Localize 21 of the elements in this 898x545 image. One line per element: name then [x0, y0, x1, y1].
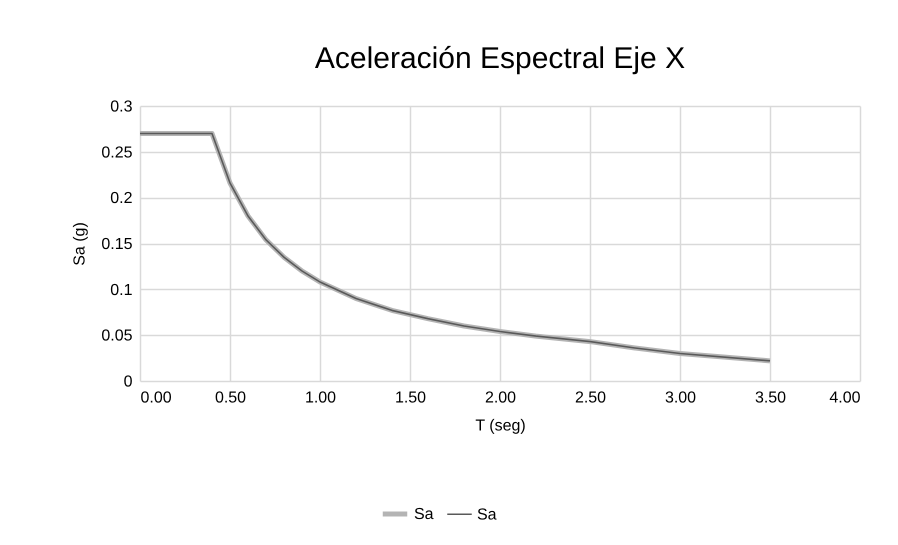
y-tick-label: 0.3 [110, 98, 133, 116]
x-tick-label: 4.00 [829, 390, 861, 406]
y-tick-label: 0.05 [101, 328, 133, 345]
x-tick-label: 0.00 [140, 390, 172, 406]
x-tick-label: 3.50 [754, 390, 786, 406]
y-tick-label: 0 [124, 374, 133, 390]
y-axis-title: Sa (g) [71, 222, 88, 266]
x-tick-label: 0.50 [214, 390, 246, 406]
x-tick-label: 1.00 [304, 390, 336, 406]
legend-label: Sa [414, 506, 434, 523]
x-axis-title: T (seg) [475, 418, 526, 434]
x-tick-label: 2.50 [574, 390, 606, 406]
legend-label: Sa [477, 506, 497, 524]
x-tick-label: 1.50 [394, 390, 426, 406]
y-tick-label: 0.15 [101, 236, 133, 253]
y-tick-label: 0.25 [101, 144, 133, 162]
y-tick-label: 0.2 [110, 190, 133, 208]
chart-title: Aceleración Espectral Eje X [314, 42, 686, 75]
x-tick-label: 3.00 [664, 390, 696, 406]
x-tick-label: 2.00 [484, 390, 516, 406]
y-tick-label: 0.1 [110, 282, 133, 299]
